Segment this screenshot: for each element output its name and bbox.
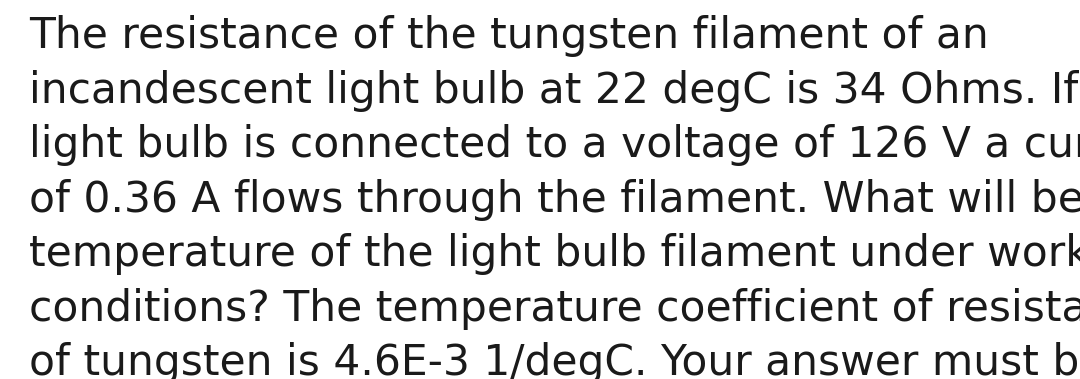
Text: The resistance of the tungsten filament of an
incandescent light bulb at 22 degC: The resistance of the tungsten filament … <box>29 15 1080 379</box>
